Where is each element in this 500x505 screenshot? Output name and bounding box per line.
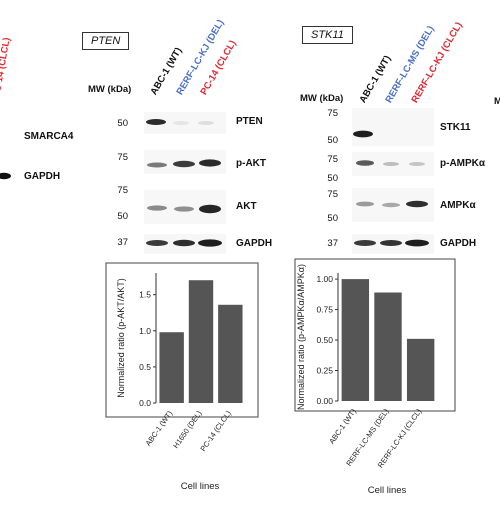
bar (374, 292, 402, 401)
lane-label-rerf-kj-stk: RERF-LC-KJ (CLCL) (409, 20, 465, 106)
bar (341, 279, 370, 401)
blot-stk11 (352, 108, 434, 146)
mw-75-stk11: 75 (327, 108, 338, 119)
mw-50-pten: 50 (117, 118, 128, 129)
panel-title-pten: PTEN (82, 32, 130, 50)
y-axis-label: Normalized ratio (p-AKT/AKT) (116, 278, 126, 398)
y-tick-label: 1.00 (316, 274, 333, 284)
y-tick-label: 0.50 (316, 335, 333, 345)
chart-frame (105, 262, 259, 418)
blot-akt (144, 190, 226, 224)
mw-75-pakt: 75 (117, 152, 128, 163)
band-label-gapdh-stk: GAPDH (440, 238, 477, 249)
bar (406, 338, 435, 401)
y-tick-label: 1.5 (139, 290, 151, 300)
bar (218, 304, 243, 403)
mw-75-akt: 75 (117, 185, 128, 196)
blot-pampk (352, 152, 434, 176)
blot-pten (144, 112, 226, 134)
mw-50-ampk: 50 (327, 213, 338, 224)
band-label-gapdh-left: GAPDH (24, 171, 61, 182)
y-tick-label: 0.75 (316, 305, 333, 315)
x-axis-label: Cell lines (368, 485, 407, 496)
mw-37-gapdh-stk: 37 (327, 238, 338, 249)
y-tick-label: 0.5 (139, 362, 151, 372)
blot-gapdh-pten (144, 234, 226, 254)
band-label-gapdh-pten: GAPDH (236, 238, 273, 249)
mw-75-pampk: 75 (327, 154, 338, 165)
blot-ampk (352, 188, 434, 222)
y-tick-label: 1.0 (139, 326, 151, 336)
y-tick-label: 0.25 (316, 366, 333, 376)
band-label-pten: PTEN (236, 116, 263, 127)
y-tick-label: 0.0 (139, 398, 151, 408)
mw-label-pten: MW (kDa) (88, 84, 132, 95)
mw-50-akt: 50 (117, 211, 128, 222)
x-tick-label: H1650 (DEL) (171, 409, 204, 450)
x-tick-label: ABC-1 (WT) (144, 409, 175, 448)
mw-label-stk11: MW (kDa) (300, 93, 344, 104)
bar (188, 280, 214, 403)
x-tick-label: ABC-1 (WT) (327, 407, 358, 446)
band-label-smarca4: SMARCA4 (24, 131, 74, 142)
y-tick-label: 0.00 (316, 396, 333, 406)
mw-50-pampk: 50 (327, 173, 338, 184)
bar-chart-pakt-akt: 0.0 0.5 1.0 1.5 ABC-1 (WT)H1650 (DEL)PC-14 (… (105, 262, 259, 492)
blot-pakt (144, 150, 226, 174)
mw-50-stk11: 50 (327, 135, 338, 146)
x-tick-label: PC-14 (CLCL) (198, 409, 233, 453)
mw-75-ampk: 75 (327, 189, 338, 200)
y-axis-label: Normalized ratio (p-AMPKα/AMPKα) (296, 264, 306, 410)
band-label-akt: AKT (236, 201, 257, 212)
mw-37-gapdh-pten: 37 (117, 237, 128, 248)
lane-label-pc14-left: PC-14 (CLCL) (0, 36, 13, 99)
blot-gapdh-stk (352, 234, 434, 254)
chart-frame (294, 258, 456, 412)
band-label-stk11: STK11 (440, 122, 471, 133)
band-label-ampk: AMPKα (440, 200, 476, 211)
blot-gapdh-left (0, 172, 11, 180)
panel-title-stk11: STK11 (302, 26, 353, 44)
bar (159, 332, 184, 403)
right-edge-label: M (494, 96, 500, 107)
band-label-pampk: p-AMPKα (440, 158, 486, 169)
band-label-pakt: p-AKT (236, 158, 266, 169)
x-axis-label: Cell lines (181, 481, 220, 492)
